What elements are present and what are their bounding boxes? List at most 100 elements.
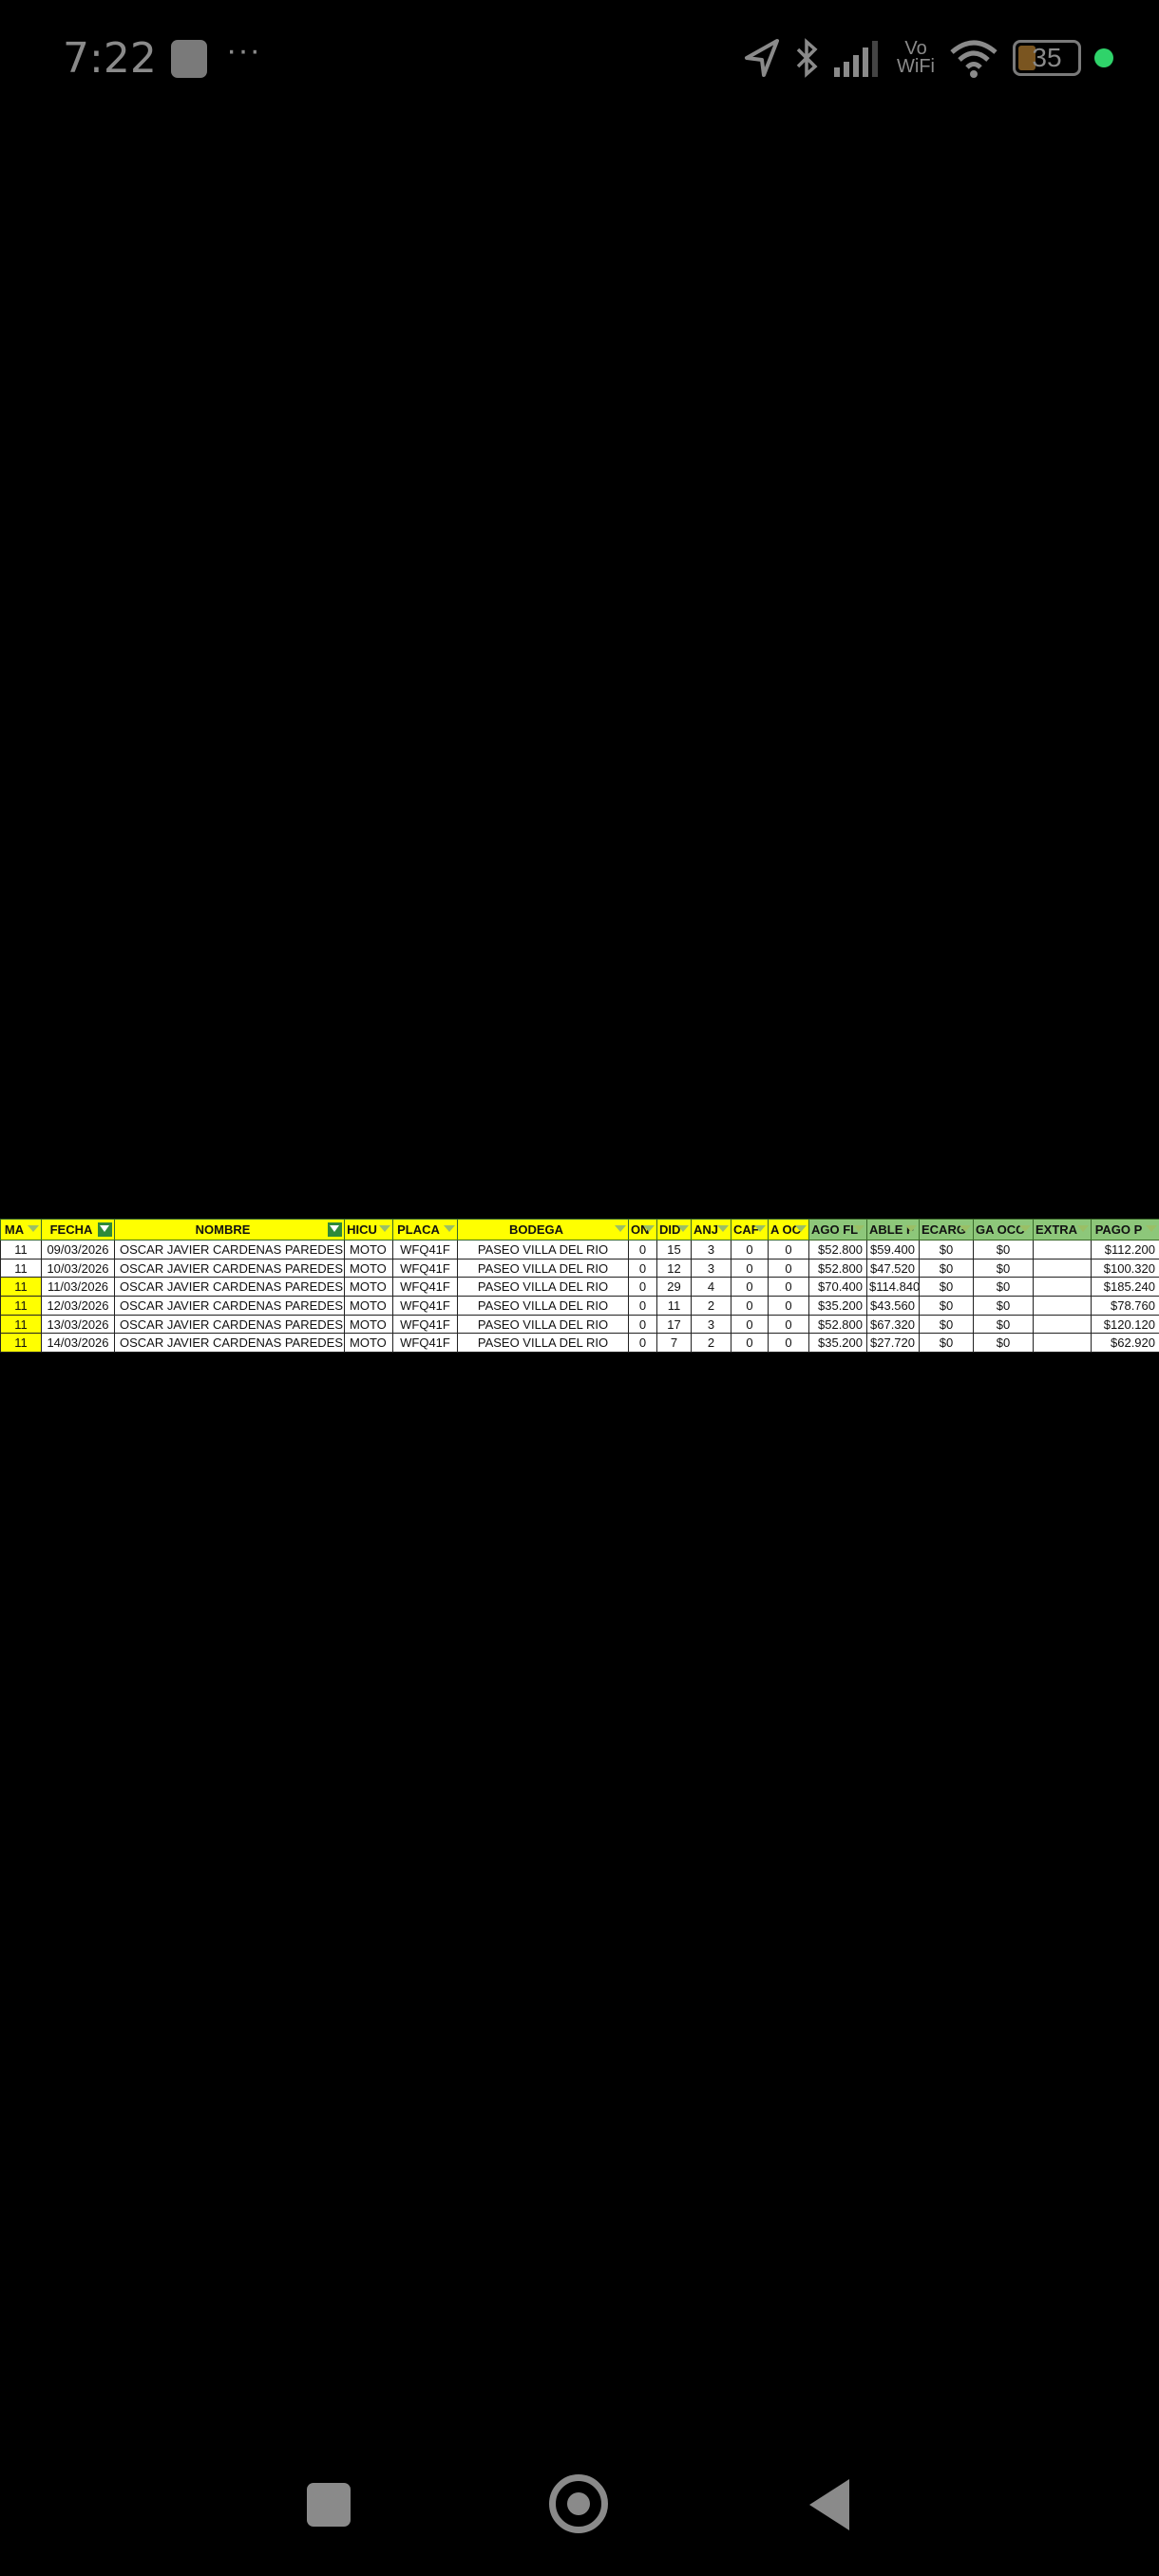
table-cell[interactable]: 11 xyxy=(0,1240,42,1260)
table-cell[interactable]: $52.800 xyxy=(808,1258,867,1279)
filter-dropdown-icon[interactable] xyxy=(717,1225,729,1232)
filter-dropdown-icon[interactable] xyxy=(960,1225,971,1232)
table-cell[interactable]: $35.200 xyxy=(808,1296,867,1316)
table-cell[interactable]: OSCAR JAVIER CARDENAS PAREDES xyxy=(114,1314,345,1335)
table-cell[interactable]: $0 xyxy=(973,1314,1034,1335)
table-cell[interactable]: 2 xyxy=(691,1333,732,1354)
table-cell[interactable]: 0 xyxy=(731,1296,769,1316)
table-cell[interactable]: 0 xyxy=(628,1314,657,1335)
table-cell[interactable]: PASEO VILLA DEL RIO xyxy=(457,1333,629,1354)
table-cell[interactable] xyxy=(1033,1277,1092,1297)
column-header[interactable]: NOMBRE xyxy=(114,1219,345,1241)
active-filter-icon[interactable] xyxy=(98,1222,112,1237)
table-cell[interactable]: $185.240 xyxy=(1091,1277,1159,1297)
column-header[interactable]: MA xyxy=(0,1219,42,1241)
table-cell[interactable]: 11 xyxy=(0,1277,42,1297)
table-cell[interactable]: 09/03/2026 xyxy=(41,1240,115,1260)
table-cell[interactable]: 0 xyxy=(768,1333,809,1354)
table-cell[interactable]: $62.920 xyxy=(1091,1333,1159,1354)
table-cell[interactable]: OSCAR JAVIER CARDENAS PAREDES xyxy=(114,1277,345,1297)
filter-dropdown-icon[interactable] xyxy=(677,1225,689,1232)
table-cell[interactable]: MOTO xyxy=(344,1333,393,1354)
table-cell[interactable]: $0 xyxy=(973,1240,1034,1260)
table-cell[interactable]: PASEO VILLA DEL RIO xyxy=(457,1240,629,1260)
filter-dropdown-icon[interactable] xyxy=(28,1225,39,1232)
table-cell[interactable]: $47.520 xyxy=(866,1258,920,1279)
table-cell[interactable]: $114.840 xyxy=(866,1277,920,1297)
filter-dropdown-icon[interactable] xyxy=(795,1225,807,1232)
table-cell[interactable]: 0 xyxy=(768,1277,809,1297)
table-cell[interactable] xyxy=(1033,1333,1092,1354)
table-cell[interactable]: $112.200 xyxy=(1091,1240,1159,1260)
filter-dropdown-icon[interactable] xyxy=(643,1225,655,1232)
column-header[interactable]: DID xyxy=(656,1219,692,1241)
table-cell[interactable] xyxy=(1033,1314,1092,1335)
filter-dropdown-icon[interactable] xyxy=(1077,1225,1089,1232)
table-cell[interactable]: 0 xyxy=(731,1314,769,1335)
table-cell[interactable]: 4 xyxy=(691,1277,732,1297)
table-cell[interactable]: $120.120 xyxy=(1091,1314,1159,1335)
table-cell[interactable]: 10/03/2026 xyxy=(41,1258,115,1279)
column-header[interactable]: GA OCC xyxy=(973,1219,1034,1241)
table-cell[interactable]: 12/03/2026 xyxy=(41,1296,115,1316)
table-cell[interactable]: $0 xyxy=(919,1240,974,1260)
table-cell[interactable]: $0 xyxy=(919,1296,974,1316)
table-cell[interactable]: WFQ41F xyxy=(392,1333,458,1354)
table-cell[interactable]: $0 xyxy=(973,1296,1034,1316)
column-header[interactable]: ABLE F xyxy=(866,1219,920,1241)
home-circle-icon[interactable] xyxy=(549,2474,608,2533)
filter-dropdown-icon[interactable] xyxy=(1146,1225,1157,1232)
table-cell[interactable]: 11 xyxy=(0,1314,42,1335)
table-cell[interactable]: PASEO VILLA DEL RIO xyxy=(457,1277,629,1297)
column-header[interactable]: HICU xyxy=(344,1219,393,1241)
column-header[interactable]: CAF xyxy=(731,1219,769,1241)
table-cell[interactable]: 11 xyxy=(0,1258,42,1279)
column-header[interactable]: ECARG xyxy=(919,1219,974,1241)
table-cell[interactable]: 12 xyxy=(656,1258,692,1279)
table-cell[interactable]: WFQ41F xyxy=(392,1240,458,1260)
column-header[interactable]: FECHA xyxy=(41,1219,115,1241)
table-cell[interactable]: 0 xyxy=(628,1277,657,1297)
table-cell[interactable]: 17 xyxy=(656,1314,692,1335)
table-cell[interactable]: MOTO xyxy=(344,1277,393,1297)
filter-dropdown-icon[interactable] xyxy=(853,1225,864,1232)
table-cell[interactable]: $43.560 xyxy=(866,1296,920,1316)
table-cell[interactable]: 15 xyxy=(656,1240,692,1260)
filter-dropdown-icon[interactable] xyxy=(905,1225,917,1232)
table-cell[interactable]: OSCAR JAVIER CARDENAS PAREDES xyxy=(114,1333,345,1354)
table-cell[interactable]: $78.760 xyxy=(1091,1296,1159,1316)
table-cell[interactable]: $35.200 xyxy=(808,1333,867,1354)
table-cell[interactable]: 0 xyxy=(768,1258,809,1279)
table-cell[interactable]: $0 xyxy=(919,1277,974,1297)
table-cell[interactable]: 0 xyxy=(731,1258,769,1279)
table-cell[interactable]: 0 xyxy=(628,1333,657,1354)
table-cell[interactable]: $27.720 xyxy=(866,1333,920,1354)
table-cell[interactable] xyxy=(1033,1240,1092,1260)
column-header[interactable]: BODEGA xyxy=(457,1219,629,1241)
table-cell[interactable]: WFQ41F xyxy=(392,1296,458,1316)
table-cell[interactable]: PASEO VILLA DEL RIO xyxy=(457,1258,629,1279)
filter-dropdown-icon[interactable] xyxy=(379,1225,390,1232)
table-cell[interactable]: WFQ41F xyxy=(392,1314,458,1335)
table-cell[interactable]: 0 xyxy=(768,1296,809,1316)
filter-dropdown-icon[interactable] xyxy=(754,1225,766,1232)
column-header[interactable]: EXTRA xyxy=(1033,1219,1092,1241)
table-cell[interactable]: 29 xyxy=(656,1277,692,1297)
table-cell[interactable]: $0 xyxy=(919,1258,974,1279)
table-cell[interactable]: 0 xyxy=(628,1258,657,1279)
table-cell[interactable]: 0 xyxy=(731,1333,769,1354)
table-cell[interactable]: OSCAR JAVIER CARDENAS PAREDES xyxy=(114,1296,345,1316)
table-cell[interactable]: PASEO VILLA DEL RIO xyxy=(457,1296,629,1316)
table-cell[interactable]: 14/03/2026 xyxy=(41,1333,115,1354)
table-cell[interactable]: $67.320 xyxy=(866,1314,920,1335)
table-cell[interactable]: MOTO xyxy=(344,1314,393,1335)
table-cell[interactable]: $0 xyxy=(973,1277,1034,1297)
table-cell[interactable]: 3 xyxy=(691,1258,732,1279)
table-cell[interactable]: $0 xyxy=(919,1333,974,1354)
table-cell[interactable] xyxy=(1033,1258,1092,1279)
table-cell[interactable]: WFQ41F xyxy=(392,1258,458,1279)
table-cell[interactable] xyxy=(1033,1296,1092,1316)
column-header[interactable]: PAGO P xyxy=(1091,1219,1159,1241)
table-cell[interactable]: $0 xyxy=(973,1258,1034,1279)
table-cell[interactable]: $59.400 xyxy=(866,1240,920,1260)
